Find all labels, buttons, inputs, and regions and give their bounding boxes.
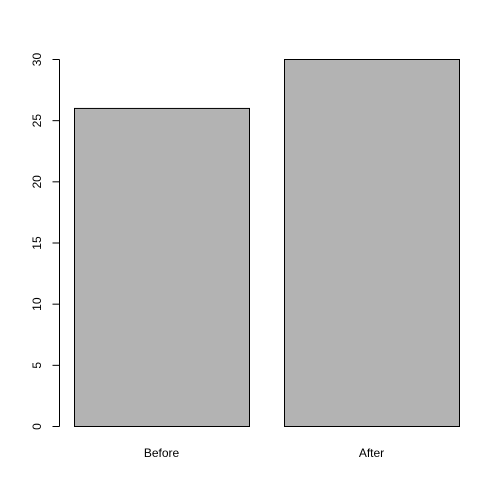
y-tick-label: 0 — [30, 423, 44, 430]
y-tick-label: 30 — [30, 53, 44, 67]
y-tick-label: 5 — [30, 362, 44, 369]
y-axis: 0 5 10 15 20 25 30 — [30, 53, 60, 430]
y-tick-label: 15 — [30, 236, 44, 250]
bars — [74, 59, 460, 428]
x-tick-label: After — [359, 446, 384, 460]
y-tick-label: 10 — [30, 297, 44, 311]
x-axis-labels: Before After — [144, 446, 384, 460]
y-tick-label: 25 — [30, 114, 44, 128]
y-tick-label: 20 — [30, 175, 44, 189]
bar-after — [284, 59, 460, 427]
bar-before — [74, 107, 250, 428]
x-tick-label: Before — [144, 446, 180, 460]
